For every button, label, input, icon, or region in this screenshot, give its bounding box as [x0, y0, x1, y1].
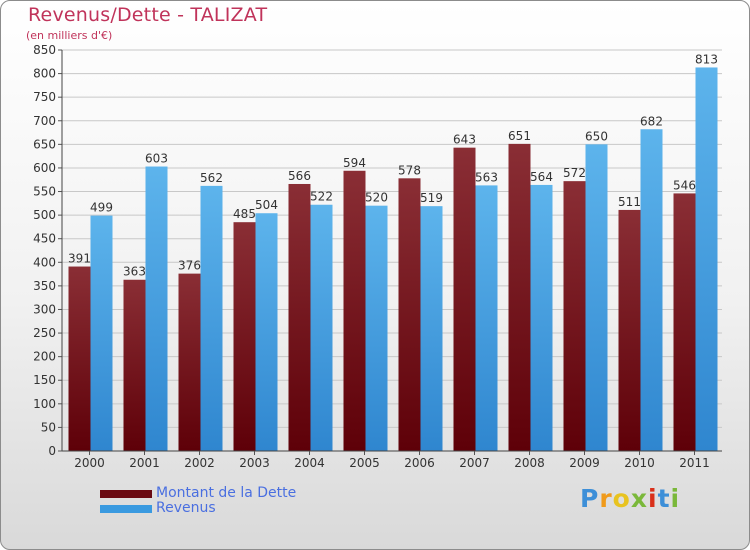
logo-letter: P — [580, 484, 600, 513]
x-tick-label: 2007 — [459, 456, 490, 470]
y-tick-label: 250 — [33, 326, 56, 340]
bar-dette-2007 — [453, 147, 476, 452]
logo-letter: t — [657, 484, 671, 513]
y-tick-label: 0 — [48, 444, 56, 458]
x-tick-label: 2010 — [624, 456, 655, 470]
x-tick-label: 2004 — [294, 456, 325, 470]
data-label-revenus-2002: 562 — [200, 171, 223, 185]
y-tick-label: 200 — [33, 350, 56, 364]
legend-label-dette: Montant de la Dette — [156, 485, 297, 501]
bar-dette-2009 — [563, 181, 586, 452]
logo-letter: o — [612, 484, 631, 513]
data-label-revenus-2003: 504 — [255, 198, 278, 212]
x-tick-label: 2009 — [569, 456, 600, 470]
data-label-revenus-2007: 563 — [475, 170, 498, 184]
grid-lines — [62, 49, 722, 452]
y-tick-label: 500 — [33, 208, 56, 222]
data-label-dette-2001: 363 — [123, 265, 146, 279]
y-tick-label: 600 — [33, 161, 56, 175]
bar-revenus-2006 — [420, 206, 443, 451]
data-label-dette-2003: 485 — [233, 207, 256, 221]
data-label-dette-2004: 566 — [288, 169, 311, 183]
y-tick-label: 450 — [33, 232, 56, 246]
data-label-revenus-2004: 522 — [310, 190, 333, 204]
y-tick-label: 650 — [33, 137, 56, 151]
x-tick-label: 2003 — [239, 456, 270, 470]
y-tick-label: 100 — [33, 397, 56, 411]
bar-revenus-2000 — [90, 215, 113, 451]
logo-letter: x — [630, 484, 648, 513]
bar-revenus-2010 — [640, 129, 663, 451]
y-tick-label: 50 — [41, 420, 56, 434]
data-label-dette-2002: 376 — [178, 259, 201, 273]
y-tick-label: 400 — [33, 255, 56, 269]
x-tick-label: 2001 — [129, 456, 160, 470]
bar-dette-2011 — [673, 193, 696, 451]
data-label-dette-2006: 578 — [398, 163, 421, 177]
data-label-revenus-2001: 603 — [145, 152, 168, 166]
y-tick-label: 700 — [33, 114, 56, 128]
bar-revenus-2011 — [695, 67, 718, 451]
data-label-revenus-2006: 519 — [420, 191, 443, 205]
bar-dette-2005 — [343, 170, 366, 451]
y-tick-label: 750 — [33, 90, 56, 104]
logo-letter: i — [648, 484, 658, 513]
y-tick-label: 550 — [33, 185, 56, 199]
data-label-dette-2000: 391 — [68, 252, 91, 266]
bar-revenus-2003 — [255, 213, 278, 451]
y-tick-label: 350 — [33, 279, 56, 293]
data-label-revenus-2010: 682 — [640, 114, 663, 128]
data-label-dette-2009: 572 — [563, 166, 586, 180]
axes: 0 50 100 150 200 250 300 350 400 450 500 550 600 650 7… — [33, 43, 722, 470]
x-tick-label: 2008 — [514, 456, 545, 470]
chart-subtitle: (en milliers d'€) — [26, 29, 113, 42]
bar-revenus-2008 — [530, 184, 553, 451]
bar-dette-2008 — [508, 143, 531, 452]
legend-swatch-dette — [100, 490, 152, 498]
legend-label-revenus: Revenus — [156, 500, 216, 516]
x-tick-label: 2002 — [184, 456, 215, 470]
data-label-dette-2010: 511 — [618, 195, 641, 209]
data-label-revenus-2011: 813 — [695, 52, 718, 66]
data-label-revenus-2005: 520 — [365, 191, 388, 205]
bars — [68, 67, 718, 452]
bar-dette-2001 — [123, 279, 146, 451]
y-tick-label: 300 — [33, 302, 56, 316]
bar-dette-2003 — [233, 222, 256, 451]
x-tick-label: 2005 — [349, 456, 380, 470]
bar-revenus-2007 — [475, 185, 498, 451]
legend-swatch-revenus — [100, 505, 152, 513]
x-tick-label: 2000 — [74, 456, 105, 470]
data-label-revenus-2009: 650 — [585, 129, 608, 143]
x-tick-label: 2006 — [404, 456, 435, 470]
bar-dette-2004 — [288, 183, 311, 451]
y-tick-label: 850 — [33, 43, 56, 57]
bar-revenus-2004 — [310, 204, 333, 451]
chart-title: Revenus/Dette - TALIZAT — [28, 4, 268, 26]
bar-dette-2000 — [68, 266, 91, 451]
bar-dette-2006 — [398, 178, 421, 451]
data-label-revenus-2000: 499 — [90, 201, 113, 215]
bar-dette-2002 — [178, 273, 201, 451]
x-tick-label: 2011 — [679, 456, 710, 470]
y-tick-label: 800 — [33, 67, 56, 81]
bar-revenus-2005 — [365, 205, 388, 451]
data-label-dette-2005: 594 — [343, 156, 366, 170]
data-label-dette-2011: 546 — [673, 178, 696, 192]
logo-letter: i — [670, 484, 681, 513]
proxiti-logo: Proxiti — [580, 484, 680, 513]
bar-dette-2010 — [618, 209, 641, 451]
bar-revenus-2001 — [145, 166, 168, 451]
logo-letter: r — [599, 484, 613, 513]
data-label-revenus-2008: 564 — [530, 170, 553, 184]
data-label-dette-2008: 651 — [508, 129, 531, 143]
data-label-dette-2007: 643 — [453, 133, 476, 147]
bar-revenus-2002 — [200, 185, 223, 452]
bar-revenus-2009 — [585, 144, 608, 451]
y-tick-label: 150 — [33, 373, 56, 387]
